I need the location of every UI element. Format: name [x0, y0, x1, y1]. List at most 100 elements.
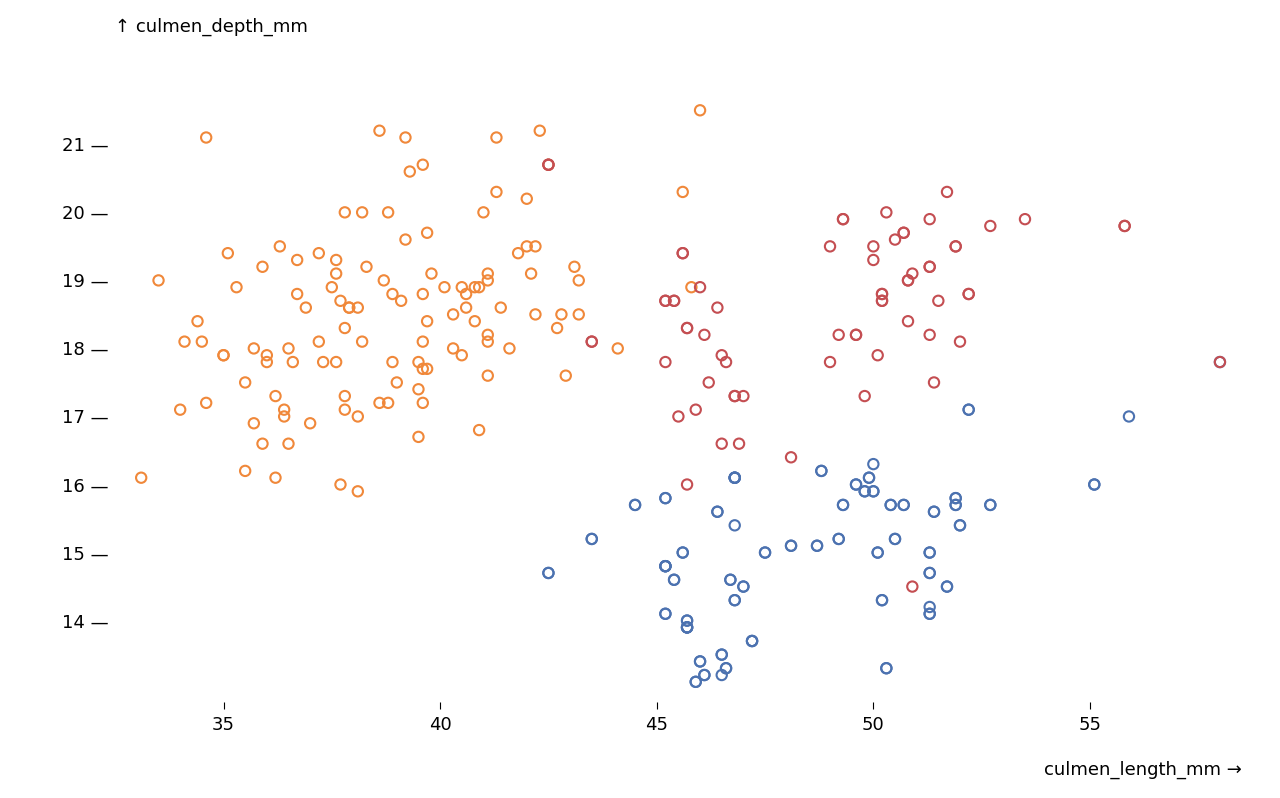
Point: [252, 260, 273, 273]
Point: [755, 546, 776, 559]
Point: [828, 532, 849, 545]
Point: [690, 655, 710, 668]
Point: [694, 329, 714, 342]
Point: [863, 485, 883, 498]
Point: [833, 213, 854, 226]
Point: [959, 403, 979, 416]
Point: [236, 376, 256, 389]
Point: [724, 472, 745, 484]
Point: [1015, 213, 1036, 226]
Point: [538, 567, 558, 579]
Point: [846, 329, 867, 342]
Point: [408, 430, 429, 443]
Point: [477, 329, 498, 342]
Point: [924, 505, 945, 518]
Point: [396, 233, 416, 246]
Point: [283, 356, 303, 369]
Point: [334, 206, 355, 219]
Point: [872, 594, 892, 606]
Point: [919, 213, 940, 226]
Point: [214, 349, 234, 361]
Point: [417, 227, 438, 239]
Point: [339, 301, 360, 314]
Point: [278, 437, 298, 450]
Point: [655, 607, 676, 620]
Text: ↑ culmen_depth_mm: ↑ culmen_depth_mm: [115, 18, 308, 37]
Point: [196, 131, 216, 144]
Point: [265, 389, 285, 402]
Point: [170, 403, 191, 416]
Point: [547, 322, 567, 334]
Point: [477, 267, 498, 280]
Point: [677, 614, 698, 627]
Point: [902, 267, 923, 280]
Point: [227, 281, 247, 294]
Point: [724, 594, 745, 606]
Point: [902, 580, 923, 593]
Point: [812, 464, 832, 477]
Point: [733, 580, 754, 593]
Point: [897, 274, 918, 286]
Point: [538, 158, 558, 171]
Point: [859, 472, 879, 484]
Point: [672, 247, 692, 259]
Point: [742, 634, 763, 647]
Point: [530, 124, 550, 137]
Point: [833, 499, 854, 512]
Point: [538, 158, 558, 171]
Point: [655, 607, 676, 620]
Point: [568, 274, 589, 286]
Point: [387, 376, 407, 389]
Point: [893, 499, 914, 512]
Point: [884, 532, 905, 545]
Point: [868, 349, 888, 361]
Text: culmen_length_mm →: culmen_length_mm →: [1043, 760, 1242, 779]
Point: [677, 614, 698, 627]
Point: [707, 505, 727, 518]
Point: [486, 131, 507, 144]
Point: [742, 634, 763, 647]
Point: [946, 499, 966, 512]
Point: [1084, 478, 1105, 491]
Point: [897, 274, 918, 286]
Point: [538, 158, 558, 171]
Point: [855, 485, 876, 498]
Point: [421, 267, 442, 280]
Point: [980, 499, 1001, 512]
Point: [733, 580, 754, 593]
Point: [374, 274, 394, 286]
Point: [893, 227, 914, 239]
Point: [672, 546, 692, 559]
Point: [919, 260, 940, 273]
Point: [274, 403, 294, 416]
Point: [855, 389, 876, 402]
Point: [581, 335, 602, 348]
Point: [1084, 478, 1105, 491]
Point: [724, 519, 745, 531]
Point: [677, 478, 698, 491]
Point: [872, 294, 892, 307]
Point: [655, 294, 676, 307]
Point: [919, 260, 940, 273]
Point: [655, 559, 676, 572]
Point: [946, 492, 966, 504]
Point: [243, 342, 264, 355]
Point: [296, 301, 316, 314]
Point: [881, 499, 901, 512]
Point: [308, 247, 329, 259]
Point: [174, 335, 195, 348]
Point: [686, 675, 707, 688]
Point: [352, 206, 372, 219]
Point: [334, 403, 355, 416]
Point: [884, 233, 905, 246]
Point: [872, 287, 892, 300]
Point: [924, 376, 945, 389]
Point: [699, 376, 719, 389]
Point: [399, 165, 420, 178]
Point: [369, 124, 389, 137]
Point: [707, 505, 727, 518]
Point: [897, 315, 918, 328]
Point: [477, 369, 498, 382]
Point: [131, 472, 151, 484]
Point: [980, 499, 1001, 512]
